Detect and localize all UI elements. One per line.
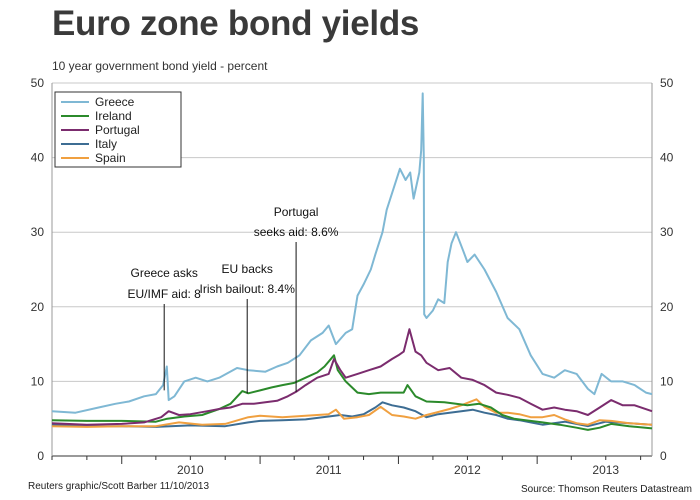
y-tick-label-left: 10 [31,374,45,388]
y-tick-label-left: 50 [31,76,45,90]
annotation-text: EU backs [222,262,273,276]
y-tick-label-right: 20 [660,300,674,314]
y-tick-label-left: 30 [31,225,45,239]
y-tick-label-right: 40 [660,151,674,165]
legend-label-ireland: Ireland [95,109,132,123]
y-tick-label-left: 0 [37,449,44,463]
x-tick-label: 2011 [316,463,342,477]
annotation-text: EU/IMF aid: 8 [128,287,202,301]
legend-label-portugal: Portugal [95,123,140,137]
y-tick-label-right: 30 [660,225,674,239]
legend-label-spain: Spain [95,151,126,165]
y-tick-label-left: 40 [31,151,45,165]
annotation-text: Irish bailout: 8.4% [200,282,296,296]
annotation-text: seeks aid: 8.6% [254,225,339,239]
x-tick-label: 2010 [177,463,204,477]
x-tick-label: 2013 [592,463,619,477]
series-line-italy [51,401,653,428]
series-line-portugal [51,328,653,426]
source-line: Source: Thomson Reuters Datastream [520,484,692,495]
series-line-ireland [51,354,653,431]
annotation-text: Greece asks [131,266,198,280]
chart-title: Euro zone bond yields [52,4,420,43]
chart-subtitle: 10 year government bond yield - percent [52,59,268,73]
credit-line: Reuters graphic/Scott Barber 11/10/2013 [28,481,210,492]
y-tick-label-right: 0 [660,449,667,463]
x-tick-label: 2012 [454,463,481,477]
legend-label-greece: Greece [95,95,135,109]
y-tick-label-right: 10 [660,374,674,388]
series-line-greece [51,92,653,414]
series-line-spain [51,398,653,428]
y-tick-label-right: 50 [660,76,674,90]
y-tick-label-left: 20 [31,300,45,314]
annotation-text: Portugal [274,205,319,219]
legend-label-italy: Italy [95,137,117,151]
